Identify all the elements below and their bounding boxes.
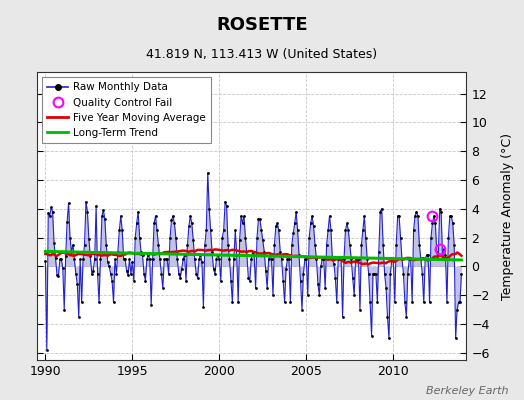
Text: Berkeley Earth: Berkeley Earth <box>426 386 508 396</box>
Y-axis label: Temperature Anomaly (°C): Temperature Anomaly (°C) <box>501 132 514 300</box>
Legend: Raw Monthly Data, Quality Control Fail, Five Year Moving Average, Long-Term Tren: Raw Monthly Data, Quality Control Fail, … <box>42 77 211 143</box>
Text: ROSETTE: ROSETTE <box>216 16 308 34</box>
Text: 41.819 N, 113.413 W (United States): 41.819 N, 113.413 W (United States) <box>146 48 378 61</box>
